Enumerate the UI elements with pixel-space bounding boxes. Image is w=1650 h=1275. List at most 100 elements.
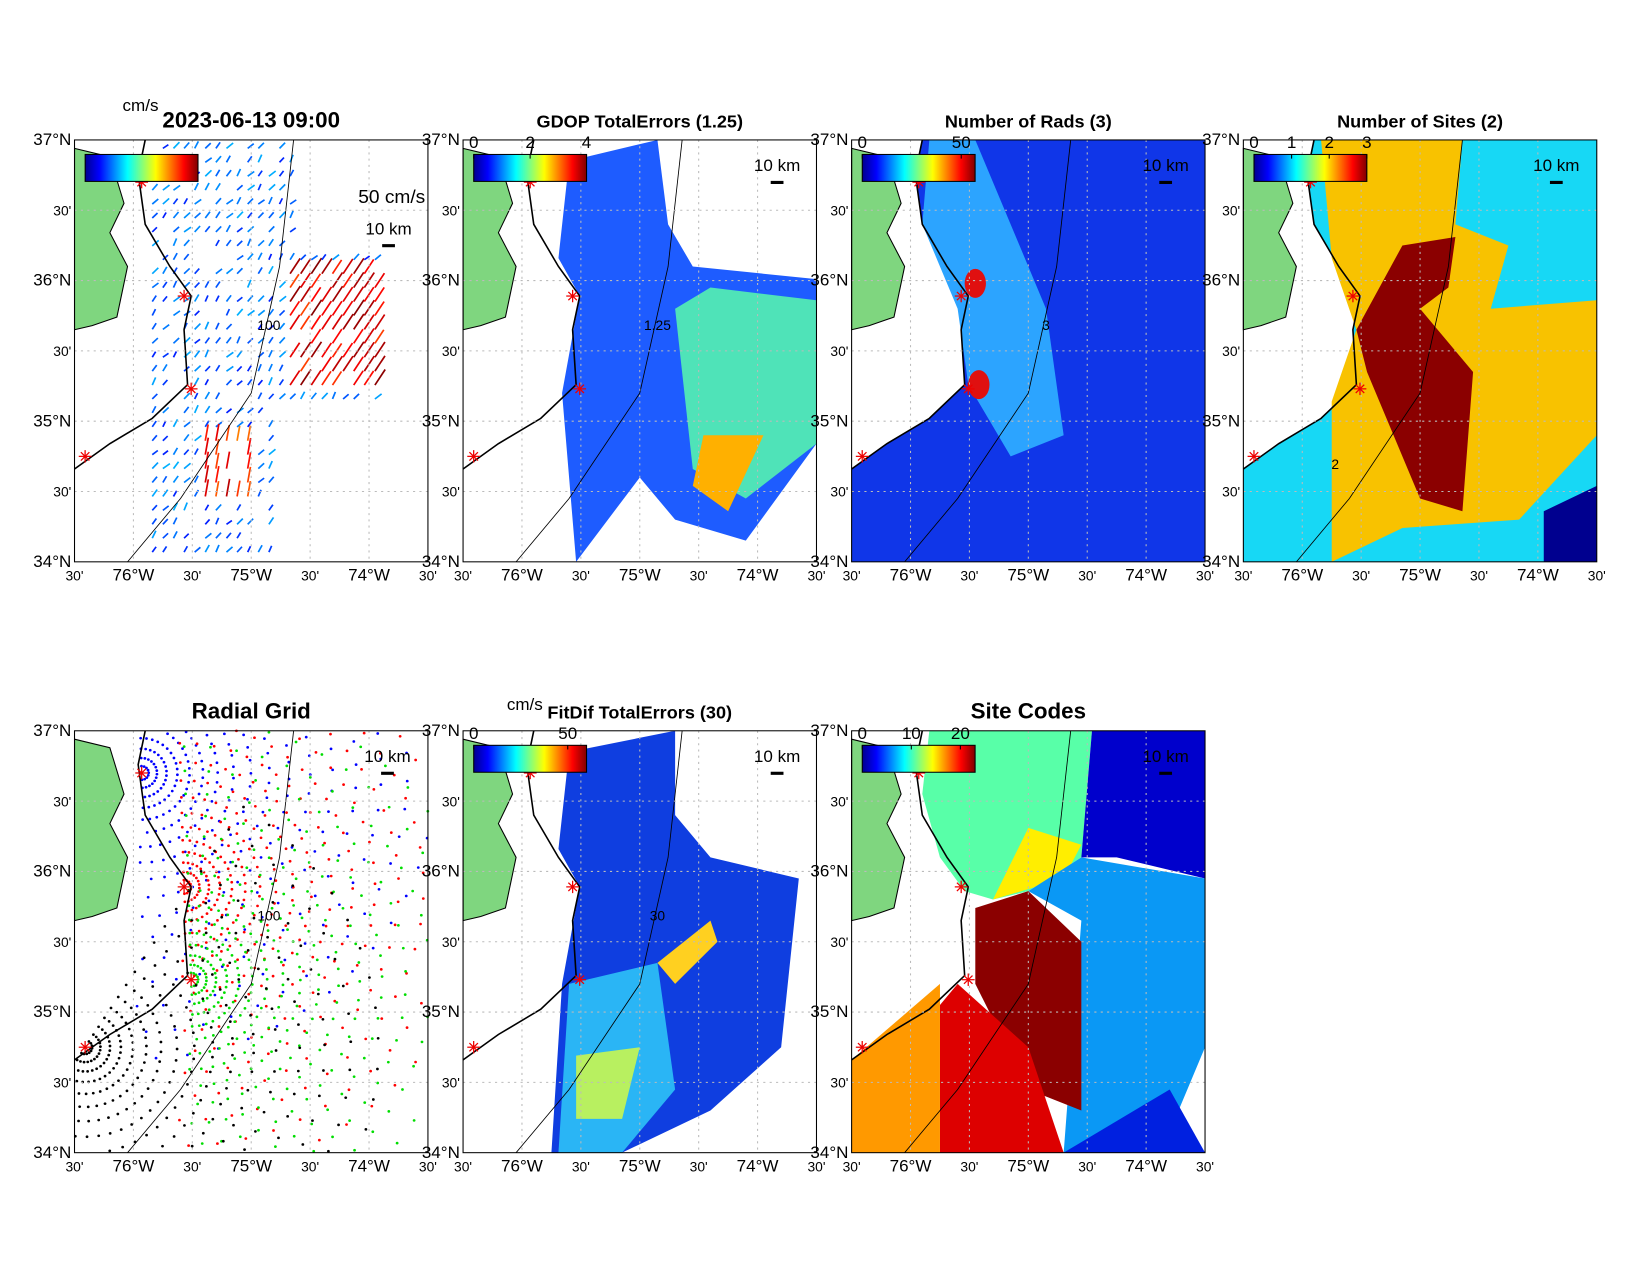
- grid-dot: [238, 984, 241, 988]
- grid-dot: [267, 766, 271, 770]
- vector: [246, 155, 253, 163]
- vector: [310, 257, 323, 275]
- grid-dot: [197, 1024, 201, 1028]
- grid-dot: [204, 1022, 208, 1026]
- grid-dot: [236, 987, 240, 991]
- grid-dot: [271, 901, 275, 904]
- vector: [172, 226, 180, 233]
- grid-dot: [119, 1128, 123, 1131]
- vector: [151, 462, 159, 470]
- grid-dot: [108, 1044, 112, 1048]
- grid-dot: [176, 960, 180, 963]
- x-tick-label: 75°W: [230, 566, 272, 585]
- grid-dot: [158, 994, 162, 997]
- vector: [363, 355, 375, 372]
- grid-dot: [165, 1116, 169, 1120]
- vector: [299, 369, 312, 386]
- grid-dot: [216, 1001, 220, 1004]
- grid-dot: [266, 935, 269, 939]
- grid-dot: [124, 983, 128, 987]
- grid-dot: [398, 734, 402, 738]
- vector: [172, 310, 181, 317]
- grid-dot: [414, 758, 418, 762]
- grid-dot: [306, 890, 309, 893]
- site-marker: [179, 882, 189, 892]
- grid-dot: [227, 901, 231, 905]
- grid-dot: [379, 996, 383, 999]
- grid-dot: [237, 1073, 241, 1077]
- contour-label: 3: [1042, 318, 1050, 333]
- vector: [257, 183, 262, 191]
- grid-dot: [319, 1015, 322, 1019]
- vector: [204, 225, 211, 233]
- grid-dot: [181, 975, 184, 978]
- grid-dot: [334, 950, 338, 954]
- grid-dot: [388, 1048, 392, 1052]
- coastline: [851, 139, 970, 470]
- grid-dot: [200, 989, 204, 992]
- grid-dot: [253, 736, 256, 740]
- grid-dot: [144, 785, 148, 789]
- grid-dot: [194, 984, 198, 987]
- grid-dot: [161, 894, 165, 897]
- x-tick-label: 30': [1352, 569, 1370, 584]
- grid-dot: [188, 1052, 192, 1056]
- grid-dot: [405, 751, 408, 755]
- grid-dot: [150, 760, 153, 763]
- vector: [363, 299, 376, 316]
- grid-dot: [298, 1075, 301, 1079]
- grid-dot: [117, 1079, 120, 1083]
- vector: [225, 379, 233, 386]
- grid-dot: [213, 1047, 216, 1050]
- grid-dot: [217, 1091, 221, 1095]
- grid-dot: [166, 732, 169, 736]
- grid-dot: [175, 767, 179, 771]
- grid-dot: [187, 918, 191, 922]
- grid-dot: [278, 1040, 282, 1043]
- grid-dot: [162, 783, 166, 786]
- vector: [246, 425, 252, 441]
- vector: [374, 355, 386, 372]
- grid-dot: [130, 1055, 134, 1058]
- grid-dot: [209, 745, 212, 749]
- vector: [215, 480, 220, 497]
- vector: [247, 518, 254, 525]
- grid-dot: [361, 820, 365, 824]
- vector: [194, 268, 200, 275]
- grid-dot: [197, 886, 201, 890]
- grid-dot: [280, 994, 283, 998]
- vector: [204, 420, 210, 428]
- grid-dot: [252, 1051, 256, 1055]
- grid-dot: [292, 904, 295, 907]
- grid-dot: [246, 797, 249, 801]
- grid-dot: [228, 944, 232, 948]
- grid-dot: [227, 931, 231, 935]
- grid-dot: [349, 924, 352, 928]
- x-tick-label: 74°W: [737, 1157, 779, 1176]
- grid-dot: [305, 1097, 309, 1101]
- vector: [278, 336, 286, 344]
- vector: [225, 351, 234, 358]
- grid-dot: [252, 916, 256, 920]
- grid-dot: [158, 801, 162, 805]
- grid-dot: [193, 896, 197, 899]
- grid-dot: [128, 1061, 132, 1065]
- grid-dot: [247, 992, 251, 996]
- grid-dot: [170, 823, 174, 827]
- x-tick-label: 76°W: [113, 1157, 155, 1176]
- grid-dot: [77, 1119, 80, 1123]
- grid-dot: [213, 971, 217, 975]
- grid-dot: [231, 1042, 235, 1046]
- vector: [193, 448, 199, 456]
- grid-dot: [161, 1003, 165, 1007]
- grid-dot: [202, 969, 205, 973]
- field: [939, 983, 1064, 1153]
- grid-dot: [184, 753, 188, 757]
- vector: [268, 434, 275, 442]
- grid-dot: [292, 1092, 296, 1096]
- grid-dot: [379, 968, 383, 971]
- grid-dot: [193, 1002, 196, 1006]
- grid-dot: [182, 745, 186, 748]
- grid-dot: [232, 898, 236, 902]
- grid-dot: [181, 747, 184, 750]
